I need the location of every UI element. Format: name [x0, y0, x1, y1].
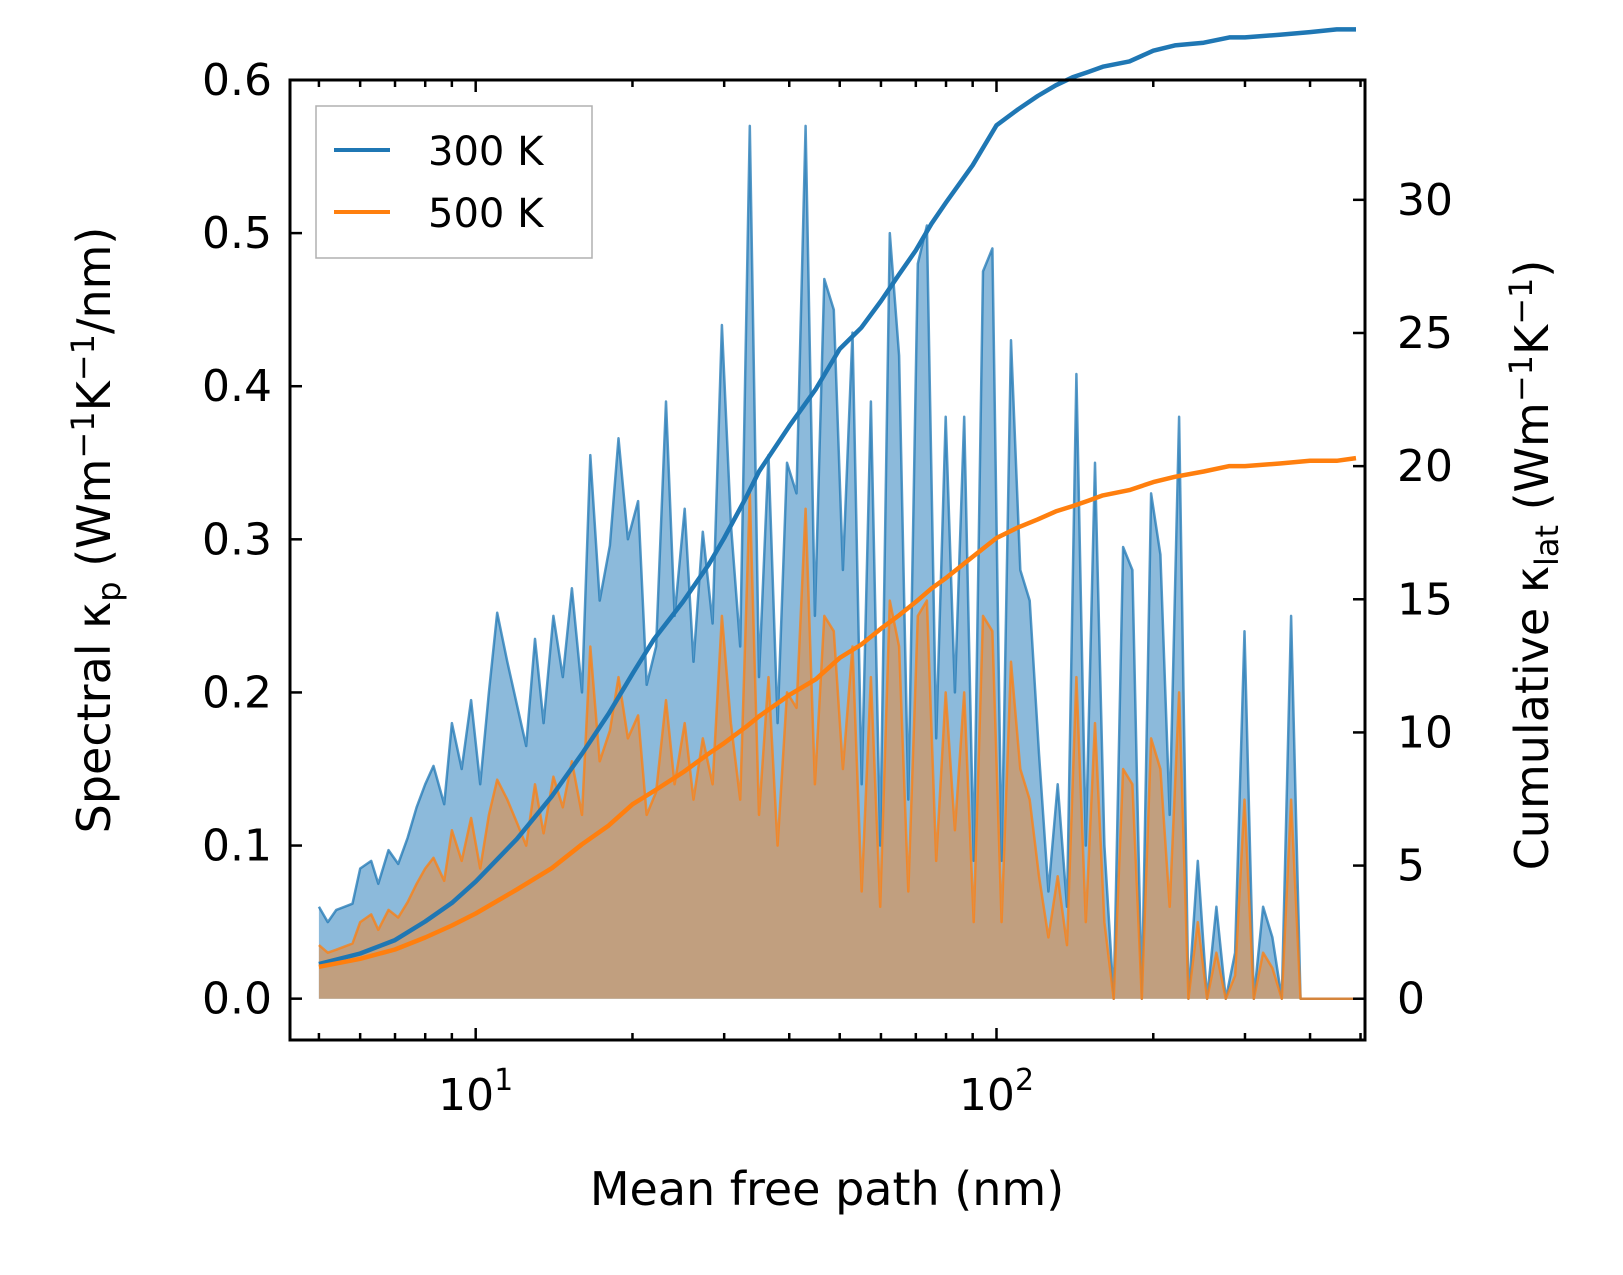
- spectral-line-300k: [317, 124, 1357, 1000]
- legend-box: [315, 105, 593, 259]
- legend: 300 K 500 K: [315, 105, 593, 259]
- left-tick-label: 0.6: [202, 55, 272, 106]
- spectral-line-500k: [318, 492, 1357, 1000]
- left-tick-label: 0.2: [202, 667, 272, 718]
- x-tick-label: 102: [959, 1063, 1034, 1121]
- right-tick-label: 5: [1397, 841, 1425, 892]
- axis-ticks: 0.0 0.1 0.2 0.3 0.4 0.5 0.6 0 5 10 15 20 25 30 101 102: [202, 55, 1453, 1121]
- right-tick-label: 15: [1397, 574, 1453, 625]
- left-tick-label: 0.0: [202, 974, 272, 1025]
- cumulative-line-300k: [318, 27, 1356, 967]
- plot-area: [317, 27, 1357, 1000]
- y-axis-left-label: Spectral κp (Wm−1K−1/nm): [64, 227, 128, 834]
- y-axis-right-label: Cumulative κlat (Wm−1K−1): [1502, 260, 1566, 871]
- right-tick-label: 20: [1397, 441, 1453, 492]
- right-tick-label: 30: [1397, 175, 1453, 226]
- left-tick-label: 0.3: [202, 514, 272, 565]
- left-tick-label: 0.5: [202, 208, 272, 259]
- right-tick-label: 25: [1397, 308, 1453, 359]
- right-tick-label: 10: [1397, 707, 1453, 758]
- plot-frame: [288, 78, 1367, 1042]
- legend-label-500k: 500 K: [428, 191, 545, 237]
- x-tick-label: 101: [438, 1063, 513, 1121]
- left-tick-label: 0.1: [202, 821, 272, 872]
- left-tick-label: 0.4: [202, 361, 272, 412]
- cumulative-line-500k: [318, 455, 1357, 970]
- right-tick-label: 0: [1397, 974, 1425, 1025]
- spectral-area-500k: [318, 493, 1357, 999]
- legend-label-300k: 300 K: [428, 129, 545, 175]
- x-axis-label: Mean free path (nm): [590, 1162, 1064, 1216]
